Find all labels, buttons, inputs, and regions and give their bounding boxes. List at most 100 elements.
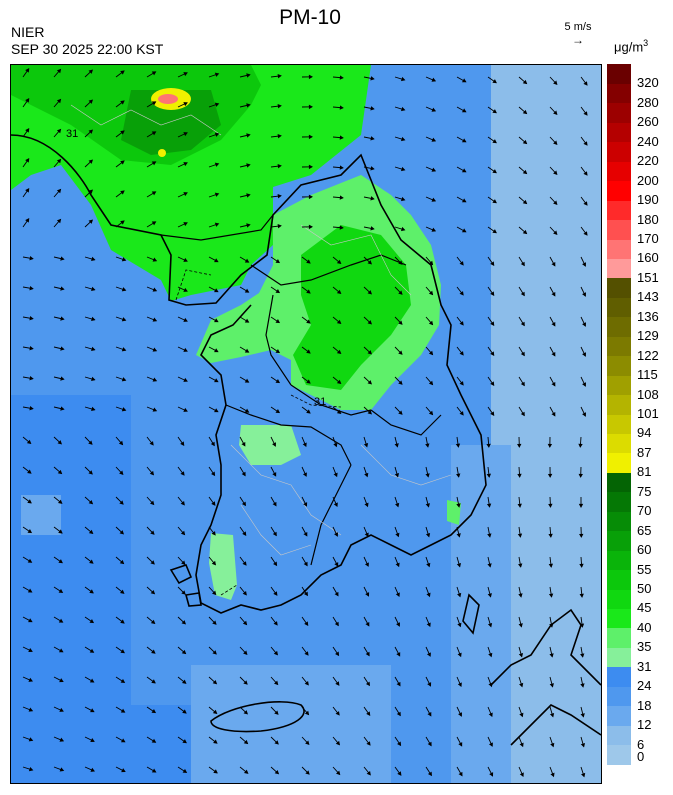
wind-arrowhead-icon [428, 410, 434, 416]
wind-arrowhead-icon [28, 767, 34, 772]
wind-arrowhead-icon [394, 473, 400, 478]
yellow-sea-light-patch [21, 495, 61, 535]
wind-arrowhead-icon [458, 771, 463, 777]
wind-arrowhead-icon [522, 139, 528, 145]
legend-swatch [607, 297, 631, 318]
legend-swatch [607, 239, 631, 260]
wind-arrowhead-icon [549, 623, 554, 628]
wind-arrowhead-icon [492, 199, 497, 204]
wind-arrowhead-icon [181, 590, 186, 595]
wind-arrowhead-icon [29, 286, 34, 291]
wind-arrowhead-icon [306, 259, 311, 264]
wind-arrowhead-icon [583, 201, 588, 206]
wind-arrowhead-icon [367, 350, 373, 355]
wind-arrowhead-icon [152, 287, 158, 292]
wind-arrowhead-icon [88, 499, 94, 505]
wind-arrowhead-icon [517, 443, 522, 448]
wind-arrowhead-icon [120, 678, 126, 683]
wind-arrowhead-icon [519, 682, 524, 688]
wind-arrowhead-icon [242, 561, 247, 566]
wind-arrowhead-icon [214, 348, 219, 353]
wind-arrowhead-icon [553, 170, 558, 176]
wind-arrowhead-icon [183, 257, 188, 262]
wind-arrowhead-icon [58, 529, 63, 534]
wind-arrowhead-icon [28, 707, 34, 712]
wind-arrowhead-icon [400, 196, 406, 202]
legend-label: 260 [637, 114, 659, 130]
legend-label: 87 [637, 444, 652, 460]
legend-swatch [607, 180, 631, 201]
wind-arrowhead-icon [275, 379, 281, 384]
wind-arrowhead-icon [488, 682, 493, 688]
wind-arrowhead-icon [488, 652, 493, 658]
wind-arrowhead-icon [336, 319, 342, 325]
japan-coastline-south [510, 704, 601, 746]
wind-arrowhead-icon [579, 593, 584, 598]
wind-arrowhead-icon [28, 648, 33, 653]
wind-reference: 5 m/s → [558, 21, 598, 46]
wind-arrowhead-icon [58, 648, 64, 653]
legend-label: 143 [637, 289, 659, 305]
wind-arrowhead-icon [551, 291, 556, 297]
legend-swatch [607, 219, 631, 240]
legend-label: 160 [637, 250, 659, 266]
wind-arrowhead-icon [396, 681, 401, 687]
wind-arrowhead-icon [365, 592, 370, 597]
district-line [240, 504, 312, 556]
wind-arrowhead-icon [582, 352, 587, 357]
unit-exponent: 3 [643, 38, 649, 48]
wind-arrowhead-icon [425, 532, 431, 538]
wind-arrowhead-icon [339, 135, 344, 140]
wind-arrowhead-icon [180, 530, 186, 536]
legend-swatch [607, 355, 631, 376]
wind-arrowhead-icon [456, 503, 461, 508]
legend-label: 60 [637, 542, 652, 558]
district-lines [70, 104, 452, 556]
legend-label: 220 [637, 153, 659, 169]
wind-arrowhead-icon [149, 470, 155, 476]
wind-arrowhead-icon [333, 502, 338, 507]
legend-label: 320 [637, 75, 659, 91]
wind-arrowhead-icon [427, 741, 432, 747]
wind-arrowhead-icon [212, 650, 217, 655]
legend-swatch [607, 511, 631, 532]
wind-arrowhead-icon [457, 592, 462, 598]
wind-arrowhead-icon [121, 407, 127, 412]
wind-arrowhead-icon [151, 191, 157, 196]
wind-arrowhead-icon [214, 192, 220, 197]
legend-label: 31 [637, 658, 652, 674]
wind-arrowhead-icon [121, 317, 127, 322]
wind-arrowhead-icon [520, 291, 525, 297]
wind-arrowhead-icon [400, 106, 406, 112]
southwest-light-green [209, 533, 237, 600]
wind-arrowhead-icon [246, 223, 251, 228]
wind-arrowhead-icon [60, 406, 65, 411]
wind-arrowhead-icon [246, 133, 251, 138]
contour-labels: 31 31 [66, 128, 326, 408]
wind-arrowhead-icon [428, 290, 434, 296]
legend-label: 129 [637, 328, 659, 344]
wind-arrowhead-icon [272, 472, 277, 477]
wind-arrowhead-icon [457, 622, 462, 628]
wind-arrowhead-icon [431, 197, 437, 202]
wind-arrowhead-icon [91, 346, 96, 352]
wind-arrowhead-icon [25, 158, 30, 163]
agency-label: NIER [11, 24, 45, 40]
wind-arrowhead-icon [367, 410, 373, 415]
wind-arrowhead-icon [551, 351, 556, 357]
wind-arrowhead-icon [486, 503, 492, 508]
wind-arrowhead-icon [334, 591, 339, 597]
wind-arrowhead-icon [487, 593, 492, 598]
wind-arrowhead-icon [121, 347, 127, 352]
wind-arrowhead-icon [60, 286, 65, 291]
wind-arrowhead-icon [29, 316, 34, 321]
wind-arrowhead-icon [90, 767, 95, 772]
wind-arrowhead-icon [490, 321, 495, 326]
wind-arrowhead-icon [553, 110, 558, 116]
wind-arrowhead-icon [89, 559, 94, 564]
wind-arrowhead-icon [150, 530, 155, 535]
wind-arrowhead-icon [398, 290, 403, 295]
wind-arrowhead-icon [396, 711, 401, 717]
wind-arrowhead-icon [578, 473, 583, 478]
yellow-sea-dark-zone [11, 395, 131, 715]
